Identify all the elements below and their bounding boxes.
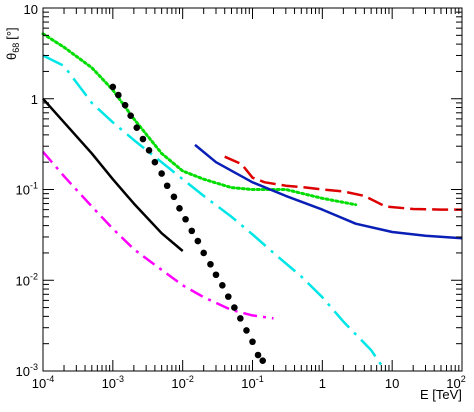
data-point [237, 315, 244, 322]
y-axis-title-sub: 68 [11, 43, 21, 53]
data-point [145, 147, 153, 154]
data-point [163, 182, 171, 190]
data-point [219, 281, 226, 289]
data-point [254, 351, 262, 359]
data-point [224, 293, 232, 300]
data-point [176, 205, 183, 212]
y-axis-title-main: θ [4, 53, 19, 60]
x-tick-label: 10-2 [171, 374, 193, 391]
data-point [115, 91, 122, 99]
x-tick-label: 10-4 [32, 374, 54, 391]
data-point [212, 271, 220, 279]
series-line-dotted [41, 32, 358, 207]
data-point [207, 260, 214, 268]
series-layer [41, 32, 463, 372]
data-point [170, 193, 178, 201]
series-markers [109, 83, 267, 364]
y-axis-title-unit: [°] [4, 27, 19, 39]
y-tick-label: 10-3 [16, 362, 38, 379]
series-line-solid [42, 97, 184, 252]
data-point [243, 327, 250, 334]
x-tick-label: 1 [319, 376, 326, 391]
y-tick-label: 10-1 [16, 181, 38, 198]
series-line-solid [194, 143, 463, 240]
data-point [158, 170, 165, 177]
y-tick-label: 10 [24, 2, 38, 17]
data-point [151, 158, 159, 166]
data-point [139, 135, 147, 143]
y-tick-label: 10-2 [16, 271, 38, 288]
data-point [127, 112, 134, 120]
y-axis-title: θ68 [°] [4, 27, 21, 60]
series-line-longdash [224, 155, 462, 211]
data-point [249, 338, 256, 346]
x-axis-title: E [TeV] [420, 387, 462, 402]
data-point [109, 83, 117, 91]
x-tick-label: 102 [446, 374, 465, 391]
ticks-layer [42, 8, 462, 372]
data-point [121, 101, 129, 109]
data-point [188, 227, 196, 235]
y-tick-label: 1 [31, 92, 38, 107]
data-point [133, 124, 141, 131]
data-point [194, 237, 202, 245]
data-point [200, 249, 207, 257]
series-line-longdashdot [42, 54, 387, 372]
data-point [182, 215, 189, 223]
x-tick-label: 10-1 [241, 374, 263, 391]
data-point [259, 357, 267, 364]
x-tick-label: 10 [385, 376, 399, 391]
series-line-dashdot [42, 150, 274, 320]
x-tick-label: 10-3 [102, 374, 124, 391]
data-point [231, 304, 238, 311]
